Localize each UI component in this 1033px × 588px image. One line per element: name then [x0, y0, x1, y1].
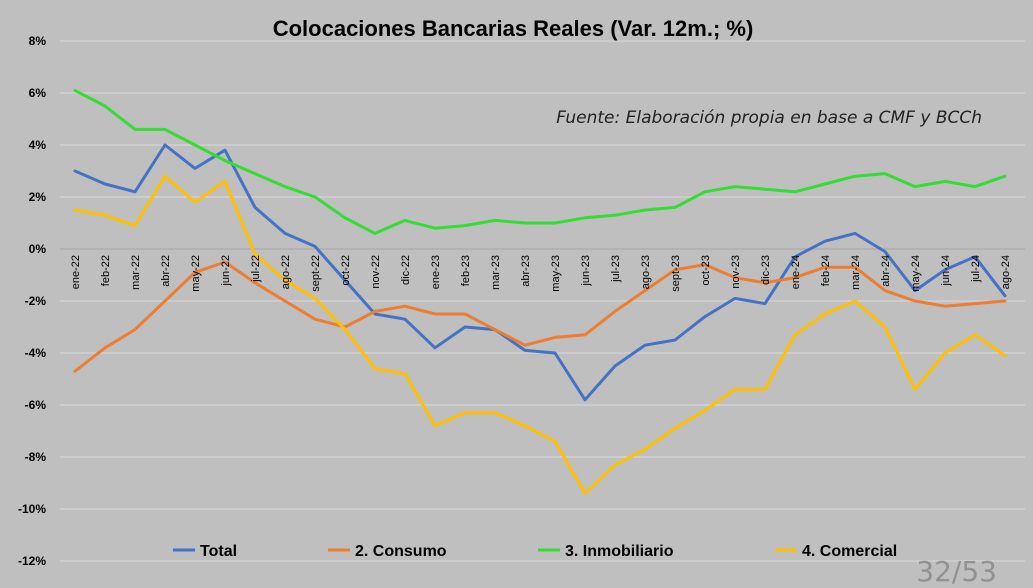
y-axis: 8% 6% 4% 2% 0% -2% -4% -6% -8% -10% -12% — [18, 34, 46, 568]
series-line-2-consumo — [73, 260, 1007, 373]
x-tick-label: oct-23 — [700, 255, 712, 286]
legend-label: Total — [200, 543, 237, 560]
y-tick-label: -2% — [25, 294, 47, 308]
y-tick-label: 4% — [29, 138, 47, 152]
legend-label: 4. Comercial — [802, 543, 897, 560]
series-lines — [73, 88, 1007, 495]
x-tick-label: abr-24 — [880, 255, 892, 287]
x-tick-label: ene-24 — [790, 255, 802, 289]
x-tick-label: jun-22 — [220, 255, 232, 287]
legend-label: 3. Inmobiliario — [565, 543, 674, 560]
x-tick-label: ene-22 — [70, 255, 82, 289]
x-tick-label: nov-23 — [730, 255, 742, 289]
y-tick-label: -12% — [18, 554, 46, 568]
x-tick-label: sept-22 — [310, 255, 322, 292]
x-tick-label: may-24 — [910, 255, 922, 292]
x-tick-label: jul-22 — [250, 255, 262, 283]
x-tick-label: may-22 — [190, 255, 202, 292]
x-tick-label: dic-23 — [760, 255, 772, 285]
legend: Total 2. Consumo 3. Inmobiliario 4. Comerci… — [173, 543, 897, 560]
x-tick-label: jun-23 — [580, 255, 592, 287]
page-number: 32/53 — [916, 555, 997, 588]
x-tick-label: nov-22 — [370, 255, 382, 289]
y-tick-label: 8% — [29, 34, 47, 48]
x-tick-label: feb-23 — [460, 255, 472, 286]
y-tick-label: -10% — [18, 502, 46, 516]
x-tick-label: mar-24 — [850, 255, 862, 290]
y-tick-label: -8% — [25, 450, 47, 464]
x-tick-label: ago-23 — [640, 255, 652, 289]
x-tick-label: mar-23 — [490, 255, 502, 290]
x-tick-label: jul-23 — [610, 255, 622, 283]
y-tick-label: 6% — [29, 86, 47, 100]
x-tick-label: sept-23 — [670, 255, 682, 292]
x-tick-label: ene-23 — [430, 255, 442, 289]
legend-label: 2. Consumo — [355, 543, 447, 560]
x-tick-label: abr-23 — [520, 255, 532, 287]
x-tick-label: abr-22 — [160, 255, 172, 287]
x-axis: ene-22 feb-22 mar-22 abr-22 may-22 jun-22 jul-… — [70, 255, 1012, 292]
series-line-total — [73, 143, 1007, 402]
y-tick-label: -4% — [25, 346, 47, 360]
y-tick-label: 0% — [29, 242, 47, 256]
chart-title: Colocaciones Bancarias Reales (Var. 12m.… — [273, 16, 754, 41]
x-tick-label: ago-22 — [280, 255, 292, 289]
x-tick-label: feb-24 — [820, 255, 832, 286]
y-tick-label: -6% — [25, 398, 47, 412]
series-line-3-inmobiliario — [73, 88, 1007, 235]
source-annotation: Fuente: Elaboración propia en base a CMF… — [556, 108, 982, 128]
x-tick-label: feb-22 — [100, 255, 112, 286]
x-tick-label: oct-22 — [340, 255, 352, 286]
x-tick-label: mar-22 — [130, 255, 142, 290]
x-tick-label: dic-22 — [400, 255, 412, 285]
y-tick-label: 2% — [29, 190, 47, 204]
x-tick-label: jul-24 — [970, 255, 982, 283]
x-tick-label: may-23 — [550, 255, 562, 292]
x-tick-label: ago-24 — [1000, 255, 1012, 289]
grid-lines — [60, 40, 1025, 562]
series-line-4-comercial — [73, 174, 1007, 495]
x-tick-label: jun-24 — [940, 255, 952, 287]
